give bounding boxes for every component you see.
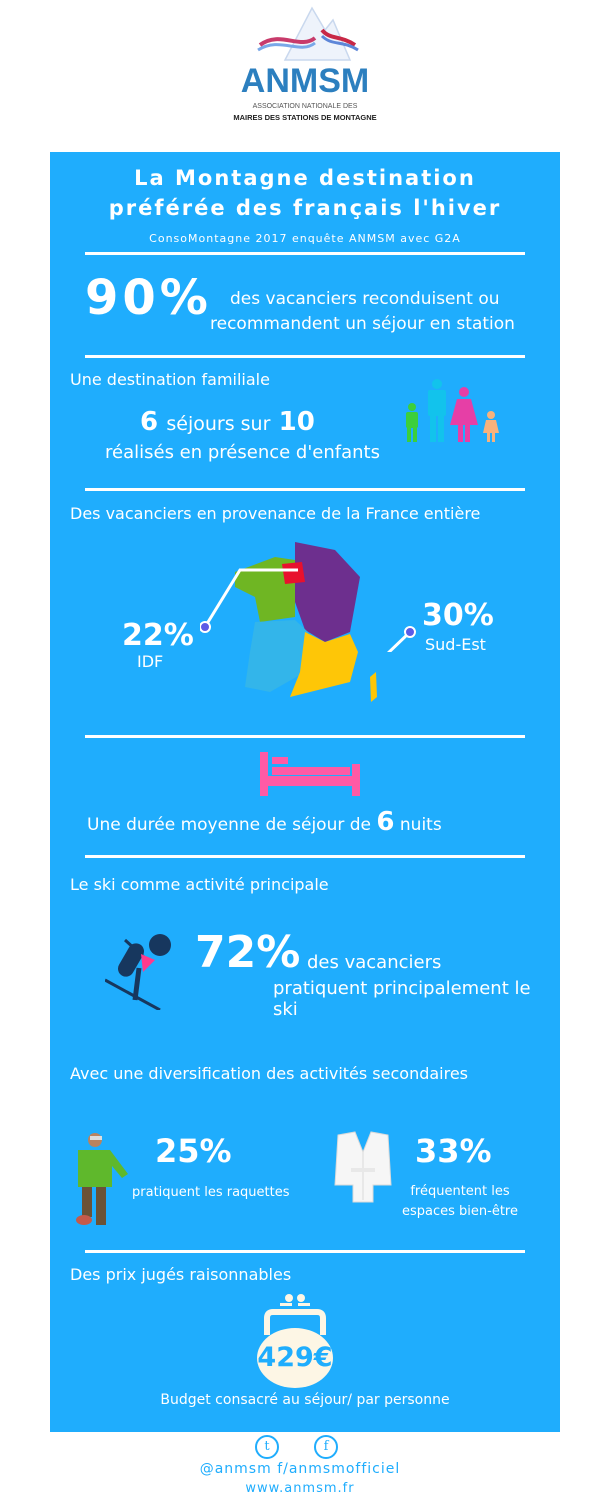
southeast-label: Sud-Est bbox=[425, 635, 486, 654]
title-line-2: préférée des français l'hiver bbox=[108, 196, 502, 220]
prices-heading: Des prix jugés raisonnables bbox=[70, 1265, 292, 1284]
loyalty-text-1: des vacanciers reconduisent ou bbox=[230, 289, 500, 309]
wellness-text-2: espaces bien-être bbox=[402, 1204, 518, 1219]
france-map bbox=[235, 542, 377, 702]
secondary-heading: Avec une diversification des activités s… bbox=[70, 1064, 469, 1083]
ski-text-2: pratiquent principalement le ski bbox=[273, 978, 531, 1020]
divider bbox=[85, 1250, 525, 1253]
ski-heading: Le ski comme activité principale bbox=[70, 875, 329, 894]
family-text: réalisés en présence d'enfants bbox=[105, 442, 380, 463]
title-line-1: La Montagne destination bbox=[134, 166, 476, 190]
divider bbox=[85, 355, 525, 358]
logo-subtitle-2: MAIRES DES STATIONS DE MONTAGNE bbox=[233, 113, 377, 122]
budget-caption: Budget consacré au séjour/ par personne bbox=[160, 1392, 450, 1408]
infographic-panel: La Montagne destination préférée des fra… bbox=[50, 152, 560, 1432]
family-icon bbox=[406, 379, 499, 442]
bed-icon bbox=[260, 752, 360, 796]
map-connectors bbox=[200, 568, 416, 652]
wellness-text-1: fréquentent les bbox=[410, 1184, 510, 1199]
idf-label: IDF bbox=[137, 652, 164, 671]
logo-subtitle-1: ASSOCIATION NATIONALE DES bbox=[252, 103, 358, 110]
snowshoe-text: pratiquent les raquettes bbox=[132, 1185, 290, 1200]
wellness-value: 33% bbox=[415, 1132, 492, 1170]
mountain-icon bbox=[257, 6, 359, 61]
origin-heading: Des vacanciers en provenance de la Franc… bbox=[70, 504, 481, 523]
survey-subtitle: ConsoMontagne 2017 enquête ANMSM avec G2… bbox=[149, 232, 461, 245]
logo-title: ANMSM bbox=[240, 62, 370, 100]
website-link[interactable]: www.anmsm.fr bbox=[245, 1481, 355, 1496]
family-stat-value-1: 6 bbox=[140, 407, 159, 437]
family-heading: Une destination familiale bbox=[70, 370, 270, 389]
snowshoe-value: 25% bbox=[155, 1132, 232, 1170]
bathrobe-image bbox=[334, 1131, 392, 1203]
skier-icon bbox=[105, 934, 171, 1010]
purse-icon bbox=[257, 1294, 333, 1388]
facebook-icon[interactable]: f bbox=[314, 1435, 338, 1459]
loyalty-text-2: recommandent un séjour en station bbox=[210, 314, 515, 334]
divider bbox=[85, 252, 525, 255]
social-handles[interactable]: @anmsm f/anmsmofficiel bbox=[199, 1461, 401, 1477]
budget-value: 429€ bbox=[257, 1342, 333, 1373]
southeast-value: 30% bbox=[422, 598, 494, 633]
idf-value: 22% bbox=[122, 618, 194, 653]
divider bbox=[85, 735, 525, 738]
stay-value: 6 bbox=[376, 807, 395, 837]
divider bbox=[85, 488, 525, 491]
twitter-icon[interactable]: t bbox=[255, 1435, 279, 1459]
loyalty-stat: 90% bbox=[85, 270, 212, 326]
ski-text-1: des vacanciers bbox=[307, 952, 442, 973]
stay-text-before: Une durée moyenne de séjour de bbox=[87, 815, 371, 835]
snowshoer-image bbox=[76, 1133, 128, 1225]
divider bbox=[85, 855, 525, 858]
ski-value: 72% bbox=[195, 927, 301, 978]
family-stat-value-2: 10 bbox=[278, 407, 315, 437]
stay-text: Une durée moyenne de séjour de 6 nuits bbox=[87, 807, 442, 837]
stay-text-after: nuits bbox=[399, 815, 442, 835]
anmsm-logo: ANMSM ASSOCIATION NATIONALE DES MAIRES D… bbox=[230, 0, 380, 130]
family-stat: 6 séjours sur 10 bbox=[140, 407, 315, 437]
family-stat-middle: séjours sur bbox=[166, 413, 271, 435]
